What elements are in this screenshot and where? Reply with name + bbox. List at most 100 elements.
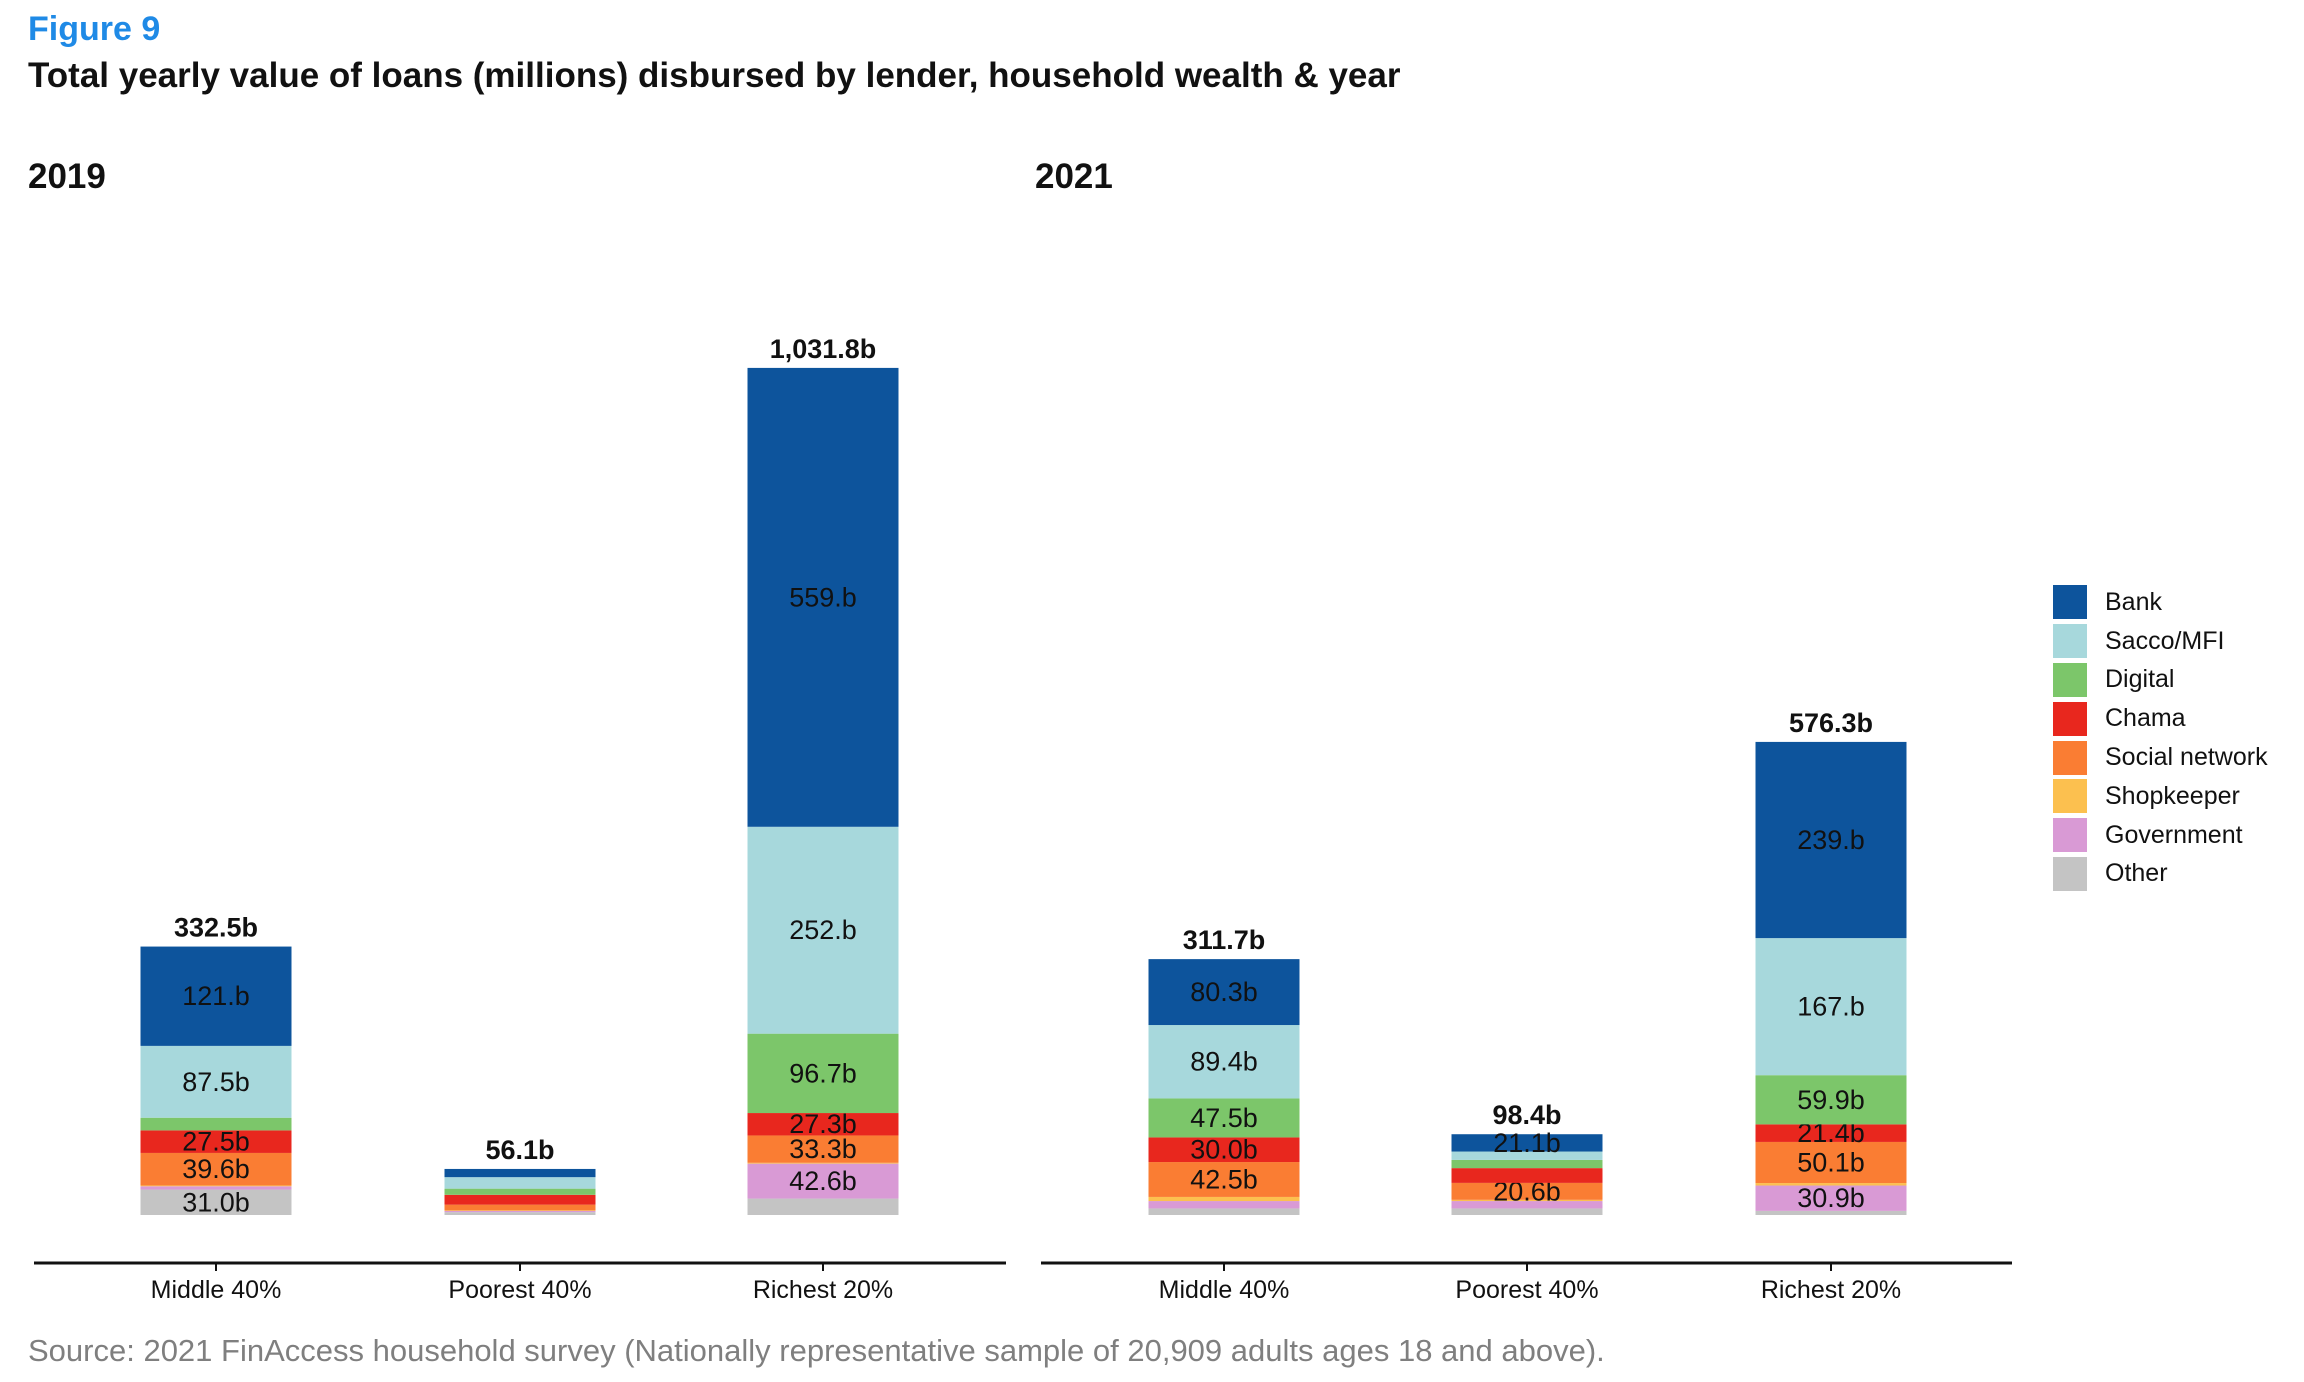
bar-segment-shopkeeper (1755, 1183, 1907, 1186)
bar-segment-social-network (140, 1152, 292, 1186)
bar-segment-sacco-mfi (747, 826, 899, 1034)
data-label: 21.1b (1493, 1128, 1561, 1158)
legend-item-shopkeeper: Shopkeeper (2053, 777, 2268, 816)
bar-segment-bank (747, 367, 899, 827)
figure-label: Figure 9 (28, 10, 161, 48)
total-label: 576.3b (1789, 708, 1873, 738)
data-label: 252.b (789, 915, 857, 945)
legend-swatch (2053, 585, 2087, 620)
data-label: 96.7b (789, 1058, 857, 1088)
legend-label: Digital (2105, 665, 2175, 694)
legend-label: Chama (2105, 704, 2186, 733)
bar-segment-government (444, 1210, 596, 1213)
bar-segment-chama (1755, 1124, 1907, 1142)
legend: Bank Sacco/MFI Digital Chama Social network S… (2053, 583, 2268, 893)
bar-segment-chama (1148, 1137, 1300, 1163)
bar-segment-social-network (1451, 1182, 1603, 1200)
legend-swatch (2053, 856, 2087, 891)
data-label: 121.b (182, 981, 250, 1011)
legend-item-government: Government (2053, 816, 2268, 855)
total-label: 332.5b (174, 913, 258, 943)
legend-item-chama: Chama (2053, 699, 2268, 738)
legend-label: Other (2105, 859, 2168, 888)
bar-segment-government (1755, 1185, 1907, 1211)
bar-segment-shopkeeper (1451, 1199, 1603, 1202)
data-label: 50.1b (1797, 1148, 1865, 1178)
bar-segment-other (1451, 1208, 1603, 1215)
bar-segment-social-network (747, 1135, 899, 1163)
bar-segment-digital (747, 1033, 899, 1114)
data-label: 33.3b (789, 1134, 857, 1164)
data-label: 42.6b (789, 1166, 857, 1196)
bar-segment-government (747, 1163, 899, 1199)
legend-label: Social network (2105, 743, 2268, 772)
x-tick-label: Richest 20% (753, 1276, 893, 1304)
bar-segment-shopkeeper (140, 1185, 292, 1187)
bar-segment-government (1148, 1201, 1300, 1209)
bar-segment-shopkeeper (1148, 1196, 1300, 1202)
total-label: 98.4b (1492, 1100, 1561, 1130)
bar-segment-digital (444, 1188, 596, 1195)
bar-segment-other (1148, 1208, 1300, 1215)
data-label: 27.3b (789, 1109, 857, 1139)
bar-segment-other (140, 1189, 292, 1215)
panel-title-2021: 2021 (1035, 157, 1113, 196)
data-label: 30.0b (1190, 1135, 1258, 1165)
data-label: 87.5b (182, 1067, 250, 1097)
legend-swatch (2053, 818, 2087, 853)
panel-title-2019: 2019 (28, 157, 106, 196)
bar-segment-bank (1148, 959, 1300, 1026)
bar-segment-chama (140, 1130, 292, 1153)
x-tick-label: Middle 40% (1159, 1276, 1290, 1304)
bar-segment-digital (1148, 1098, 1300, 1138)
chart-title: Total yearly value of loans (millions) d… (28, 56, 1401, 95)
bar-segment-digital (140, 1117, 292, 1131)
data-label: 30.9b (1797, 1183, 1865, 1213)
legend-label: Government (2105, 820, 2243, 849)
data-label: 39.6b (182, 1154, 250, 1184)
data-label: 31.0b (182, 1187, 250, 1217)
bar-segment-bank (444, 1168, 596, 1178)
bar-segment-sacco-mfi (1148, 1025, 1300, 1099)
bar-segment-sacco-mfi (444, 1177, 596, 1189)
data-label: 59.9b (1797, 1085, 1865, 1115)
bar-segment-social-network (1148, 1162, 1300, 1197)
data-label: 27.5b (182, 1127, 250, 1157)
data-label: 47.5b (1190, 1103, 1258, 1133)
legend-item-sacco-mfi: Sacco/MFI (2053, 622, 2268, 661)
legend-label: Bank (2105, 587, 2162, 616)
bar-segment-bank (1755, 741, 1907, 939)
bar-segment-bank (140, 946, 292, 1046)
legend-swatch (2053, 779, 2087, 814)
bar-segment-sacco-mfi (1451, 1151, 1603, 1160)
legend-label: Sacco/MFI (2105, 626, 2225, 655)
data-label: 42.5b (1190, 1164, 1258, 1194)
bar-segment-digital (1451, 1159, 1603, 1169)
total-label: 56.1b (485, 1135, 554, 1165)
legend-swatch (2053, 624, 2087, 659)
data-label: 559.b (789, 582, 857, 612)
legend-item-social-network: Social network (2053, 738, 2268, 777)
bar-segment-chama (444, 1194, 596, 1205)
bar-segment-government (1451, 1201, 1603, 1209)
legend-item-digital: Digital (2053, 661, 2268, 700)
bar-segment-chama (1451, 1168, 1603, 1183)
x-tick-label: Middle 40% (151, 1276, 282, 1304)
bar-segment-chama (747, 1113, 899, 1136)
bar-segment-other (1755, 1210, 1907, 1215)
bar-segment-government (140, 1186, 292, 1190)
bar-segment-sacco-mfi (1755, 938, 1907, 1076)
bar-segment-shopkeeper (747, 1162, 899, 1164)
legend-item-bank: Bank (2053, 583, 2268, 622)
data-label: 80.3b (1190, 977, 1258, 1007)
data-label: 89.4b (1190, 1047, 1258, 1077)
legend-swatch (2053, 740, 2087, 775)
x-tick-label: Richest 20% (1761, 1276, 1901, 1304)
bar-segment-bank (1451, 1134, 1603, 1152)
bar-segment-social-network (444, 1204, 596, 1211)
legend-label: Shopkeeper (2105, 781, 2240, 810)
x-tick-label: Poorest 40% (1455, 1276, 1598, 1304)
data-label: 167.b (1797, 992, 1865, 1022)
total-label: 1,031.8b (770, 334, 877, 364)
